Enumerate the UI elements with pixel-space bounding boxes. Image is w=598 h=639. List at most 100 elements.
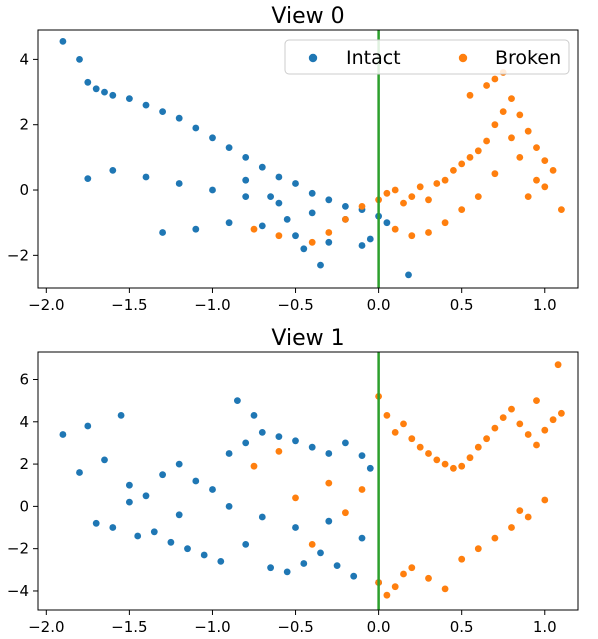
point-broken — [408, 193, 416, 201]
point-broken — [474, 147, 482, 155]
x-tick-label: 0.0 — [367, 618, 391, 636]
point-intact — [167, 538, 175, 546]
point-broken — [275, 232, 283, 240]
panel-title: View 1 — [271, 326, 344, 351]
scatter-panel-view-0: View 0 −2.0 −1.5 −1.0 −0.5 0.0 0.5 1.0 −2 0 2 4 In… — [7, 4, 579, 314]
point-broken — [516, 154, 524, 161]
point-intact — [175, 180, 183, 187]
y-tick-label: 2 — [19, 455, 29, 473]
point-intact — [300, 245, 308, 253]
x-tick-label: −1.5 — [111, 296, 147, 314]
point-broken — [524, 431, 532, 438]
point-intact — [76, 56, 83, 63]
point-broken — [533, 397, 540, 404]
point-broken — [250, 462, 258, 470]
point-intact — [175, 511, 183, 519]
point-intact — [283, 568, 291, 576]
point-intact — [92, 85, 100, 93]
point-broken — [499, 108, 507, 115]
point-intact — [142, 492, 150, 500]
x-tick-label: 0.0 — [367, 296, 391, 314]
point-intact — [134, 532, 142, 540]
point-intact — [184, 545, 191, 553]
y-tick-label: 6 — [19, 370, 29, 388]
point-intact — [325, 450, 333, 457]
point-broken — [416, 183, 424, 191]
point-intact — [350, 572, 358, 580]
point-broken — [474, 443, 482, 451]
point-broken — [524, 513, 532, 521]
point-intact — [125, 498, 133, 506]
point-intact — [366, 464, 374, 472]
point-broken — [391, 429, 399, 436]
point-broken — [383, 189, 391, 197]
y-tick-label: 0 — [19, 181, 29, 199]
point-broken — [466, 154, 474, 161]
x-tick-label: −0.5 — [277, 296, 313, 314]
point-intact — [142, 173, 150, 181]
point-intact — [325, 196, 333, 204]
point-broken — [458, 160, 466, 168]
point-intact — [109, 167, 117, 174]
point-intact — [59, 431, 67, 438]
point-broken — [458, 462, 466, 470]
point-broken — [541, 426, 549, 434]
point-intact — [250, 412, 258, 419]
point-intact — [125, 95, 133, 102]
point-intact — [358, 452, 366, 459]
legend-marker-intact — [308, 53, 318, 63]
point-intact — [192, 124, 200, 132]
point-intact — [292, 524, 299, 531]
point-intact — [258, 429, 266, 436]
point-intact — [267, 564, 274, 572]
axes-frame — [37, 29, 579, 289]
point-broken — [400, 199, 407, 207]
point-intact — [92, 519, 100, 527]
point-intact — [76, 469, 83, 476]
point-broken — [441, 219, 449, 227]
point-broken — [308, 238, 316, 246]
point-intact — [225, 450, 233, 457]
point-broken — [516, 420, 524, 428]
point-intact — [383, 219, 391, 227]
point-broken — [441, 176, 449, 184]
point-broken — [425, 229, 432, 236]
point-broken — [250, 225, 258, 233]
x-tick-label: −1.5 — [111, 618, 147, 636]
point-broken — [541, 496, 549, 504]
point-broken — [408, 564, 416, 572]
point-broken — [342, 509, 349, 517]
point-broken — [491, 424, 499, 432]
point-intact — [209, 486, 216, 493]
point-broken — [554, 361, 562, 369]
point-broken — [533, 441, 540, 449]
point-broken — [450, 167, 457, 174]
point-broken — [275, 448, 283, 455]
point-broken — [491, 534, 499, 542]
point-broken — [391, 583, 399, 591]
x-tick-label: −2.0 — [28, 296, 64, 314]
point-broken — [416, 443, 424, 451]
point-broken — [474, 545, 482, 553]
point-broken — [450, 464, 457, 472]
point-intact — [59, 38, 67, 45]
y-tick-label: −4 — [7, 582, 29, 600]
point-intact — [258, 163, 266, 171]
point-intact — [292, 437, 299, 445]
scatter-panel-view-1: View 1 −2.0 −1.5 −1.0 −0.5 0.0 0.5 1.0 −4 −2 0 2 4 6 — [7, 326, 579, 636]
point-broken — [458, 555, 466, 563]
point-intact — [101, 456, 108, 464]
point-broken — [358, 486, 366, 493]
point-intact — [234, 397, 241, 404]
point-intact — [142, 101, 150, 109]
point-intact — [117, 412, 125, 419]
series-intact — [59, 38, 412, 279]
point-broken — [508, 524, 515, 531]
point-intact — [267, 193, 274, 201]
legend-marker-broken — [458, 53, 468, 63]
point-intact — [175, 114, 183, 122]
point-intact — [209, 134, 216, 142]
point-intact — [308, 209, 316, 217]
point-intact — [225, 144, 233, 152]
point-broken — [491, 121, 499, 129]
